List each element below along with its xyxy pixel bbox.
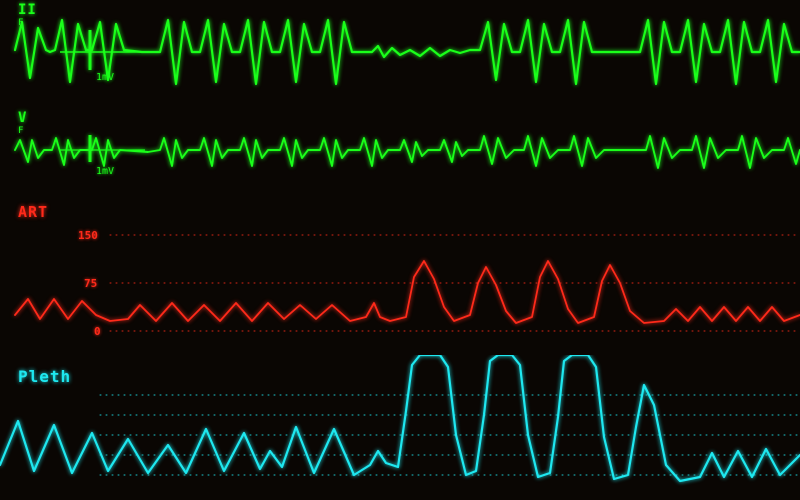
channel-lead-v: V F 1mV [0,110,800,190]
channel-art: ART 150 75 0 [0,195,800,355]
waveform-pleth [0,355,800,500]
calibration-label-v: 1mV [96,166,114,177]
channel-lead-ii: II F 1mV [0,0,800,110]
waveform-lead-v [0,110,800,190]
waveform-lead-ii [0,0,800,110]
waveform-art [0,195,800,355]
channel-pleth: Pleth [0,355,800,500]
calibration-label-ii: 1mV [96,72,114,83]
vital-signs-monitor: II F 1mV V F 1mV ART 150 75 0 [0,0,800,500]
